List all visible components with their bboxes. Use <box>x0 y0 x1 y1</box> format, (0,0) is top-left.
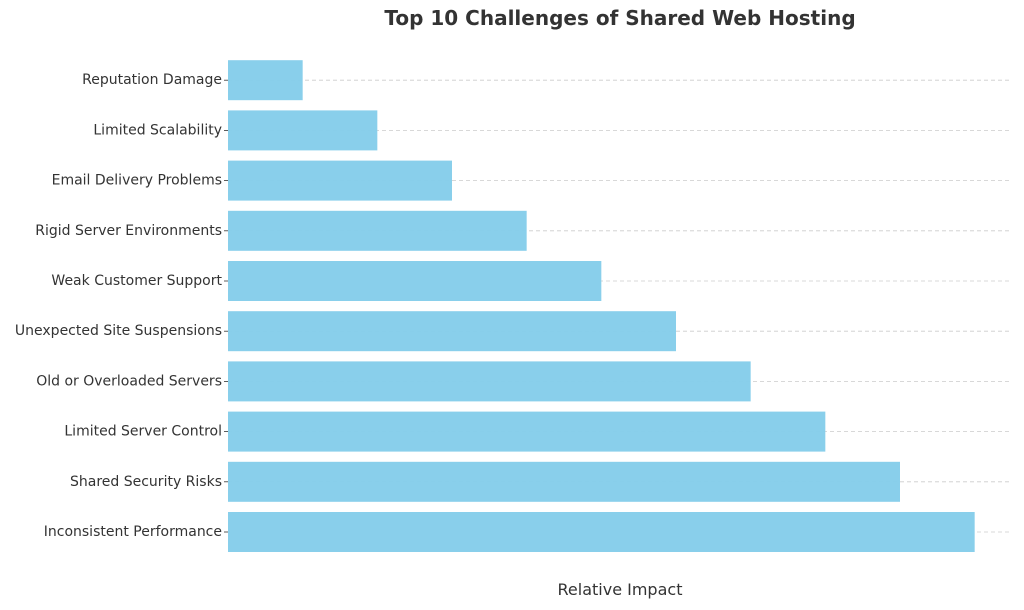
y-tick-label: Reputation Damage <box>82 72 222 88</box>
bar <box>228 261 602 301</box>
y-tick-label: Limited Server Control <box>64 424 222 440</box>
y-tick-label: Weak Customer Support <box>51 273 222 289</box>
bars <box>228 60 975 552</box>
y-tick-label: Email Delivery Problems <box>52 173 222 189</box>
bar <box>228 160 452 201</box>
y-tick-label: Rigid Server Environments <box>35 223 222 239</box>
y-tick-label: Old or Overloaded Servers <box>36 373 222 389</box>
category-labels: Inconsistent Performance Shared Security … <box>15 72 228 540</box>
x-axis-label: Relative Impact <box>557 580 683 599</box>
bar <box>228 512 975 552</box>
y-tick-label: Unexpected Site Suspensions <box>15 323 222 339</box>
bar <box>228 461 900 502</box>
chart-title: Top 10 Challenges of Shared Web Hosting <box>384 6 856 30</box>
y-tick-label: Inconsistent Performance <box>44 524 222 540</box>
bar <box>228 361 751 402</box>
bar <box>228 60 303 101</box>
bar <box>228 210 527 251</box>
bar <box>228 411 826 452</box>
bar <box>228 311 676 352</box>
y-tick-label: Shared Security Risks <box>70 474 222 490</box>
y-tick-label: Limited Scalability <box>93 122 222 138</box>
bar <box>228 110 378 151</box>
